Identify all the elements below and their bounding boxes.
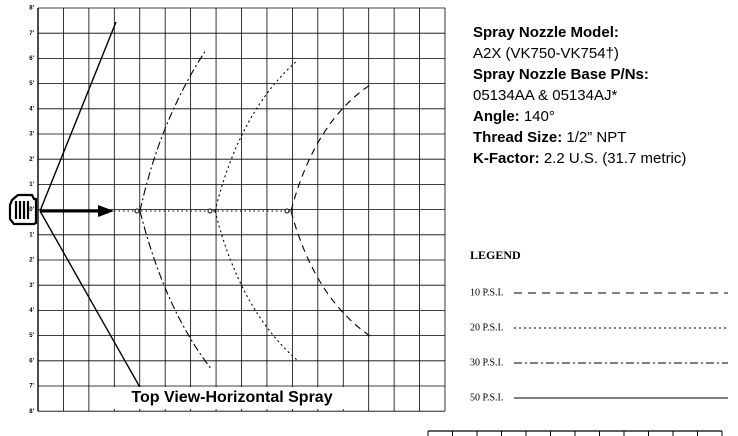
spec-label: Thread Size: [473,129,563,146]
y-axis-label: 5' [29,333,34,339]
y-axis-label: 4' [29,308,34,314]
y-axis-label: 4' [29,106,34,112]
spec-value: 1/2” NPT [566,129,627,146]
legend-label: 20 P.S.I. [470,322,503,333]
spec: Thread Size: 1/2” NPT [473,127,731,148]
spec-value: 140° [523,108,555,125]
marker [284,208,290,214]
marker [207,208,213,214]
legend: 10 P.S.I. 20 P.S.I. 30 P.S.I. 50 P.S.I. [470,287,728,403]
marker [134,208,140,214]
y-axis-label: 2' [29,157,34,163]
ruler [427,430,723,436]
y-axis-label: 6' [29,56,34,62]
arrow-head [98,205,114,217]
y-axis-label: 6' [29,358,34,364]
spec-label: Angle: [473,108,520,125]
curve-20psi [214,59,299,361]
nozzle-icon [8,193,38,226]
y-axis-label: 8' [29,6,34,12]
y-axis-label: 8' [29,409,34,415]
y-axis-label: 5' [29,81,34,87]
y-axis-label: 3' [29,132,34,138]
curve-50psi [39,21,147,399]
curve-10psi [290,82,374,339]
y-axis-label: 3' [29,283,34,289]
y-axis-label: 7' [29,384,34,390]
spec-label: Spray Nozzle Model: [473,24,619,41]
caption-bg [105,387,365,409]
spec-label: Spray Nozzle Base P/Ns: [473,66,649,83]
curve-30psi [139,49,213,371]
legend-label: 50 P.S.I. [470,392,503,403]
spec: K-Factor: 2.2 U.S. (31.7 metric) [473,148,731,169]
legend-label: 30 P.S.I. [470,357,503,368]
spec: Angle: 140° [473,106,731,127]
legend-title: LEGEND [470,248,521,262]
legend-label: 10 P.S.I. [470,287,503,298]
spec-value: A2X (VK750-VK754†) [473,45,619,62]
y-axis-label: 7' [29,31,34,37]
spec-label: K-Factor: [473,150,540,167]
y-axis-label: 0' [29,207,34,213]
spec: Spray Nozzle Model: A2X (VK750-VK754†) [473,22,731,64]
spec-value: 2.2 U.S. (31.7 metric) [543,150,687,167]
y-axis-label: 2' [29,258,34,264]
spec-value: 05134AA & 05134AJ* [473,87,618,104]
caption: Top View-Horizontal Spray [131,389,332,406]
y-axis-label: 1' [29,182,34,188]
y-axis-label: 1' [29,232,34,238]
specs: Spray Nozzle Model: A2X (VK750-VK754†) Sp… [473,22,731,169]
spec: Spray Nozzle Base P/Ns: 05134AA & 05134AJ… [473,64,731,106]
grid: 8' 7' 6' 5' 4' 3' 2' 1' 0' 1' 2' 3' 4' 5' 6' 7' 8' [29,6,446,415]
